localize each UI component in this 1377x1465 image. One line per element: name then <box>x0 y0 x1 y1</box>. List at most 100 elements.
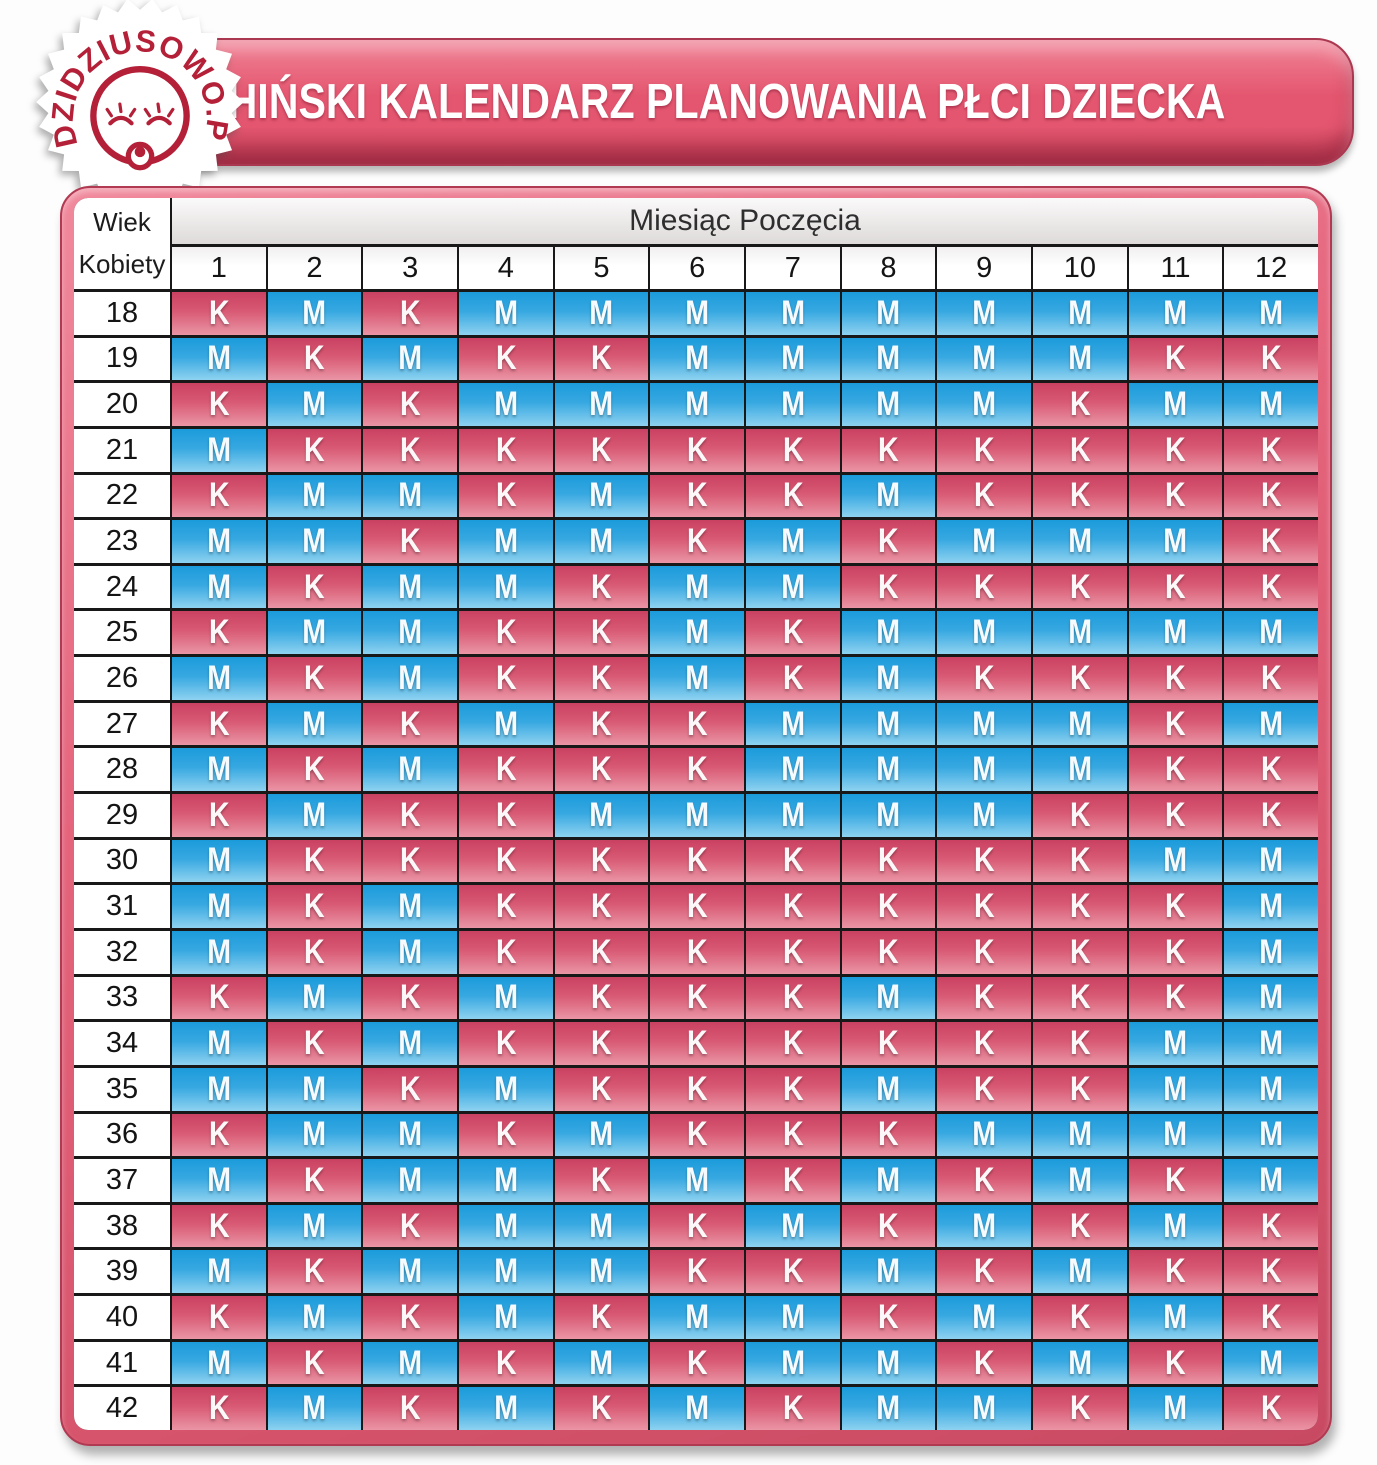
gender-letter: M <box>493 522 518 560</box>
gender-cell-boy-M: M <box>1032 1113 1127 1157</box>
gender-cell-boy-M: M <box>937 1113 1031 1157</box>
gender-cell-boy-M: M <box>1032 520 1127 563</box>
gender-cell-girl-K: K <box>458 748 553 792</box>
age-row-header: 35 <box>74 1067 170 1111</box>
gender-letter: K <box>591 1069 612 1108</box>
gender-letter: M <box>302 385 327 424</box>
gender-letter: M <box>1259 613 1284 652</box>
gender-letter: K <box>686 476 708 515</box>
gender-cell-girl-K: K <box>1128 474 1223 518</box>
gender-cell-boy-M: M <box>458 1296 553 1339</box>
gender-cell-girl-K: K <box>363 976 457 1020</box>
month-column-header: 10 <box>1032 247 1127 289</box>
gender-cell-girl-K: K <box>841 885 936 928</box>
gender-letter: M <box>685 1297 710 1336</box>
gender-cell-girl-K: K <box>267 1159 362 1202</box>
gender-letter: K <box>208 1115 230 1154</box>
gender-cell-girl-K: K <box>841 1113 936 1157</box>
gender-cell-boy-M: M <box>937 383 1031 426</box>
gender-letter: K <box>591 430 612 469</box>
gender-letter: M <box>493 1206 518 1245</box>
gender-cell-boy-M: M <box>937 337 1031 381</box>
gender-letter: M <box>1259 1069 1284 1108</box>
gender-cell-boy-M: M <box>1224 839 1318 883</box>
gender-letter: K <box>495 887 517 926</box>
gender-letter: K <box>1069 1024 1091 1063</box>
gender-letter: M <box>493 1297 518 1336</box>
gender-cell-boy-M: M <box>363 930 457 974</box>
gender-letter: K <box>1260 1252 1282 1291</box>
gender-cell-girl-K: K <box>1224 1296 1318 1339</box>
gender-letter: M <box>302 1069 327 1108</box>
gender-letter: K <box>591 1389 612 1428</box>
age-row-header: 23 <box>74 520 170 563</box>
gender-cell-girl-K: K <box>650 474 744 518</box>
gender-cell-boy-M: M <box>172 930 266 974</box>
gender-letter: K <box>686 978 708 1017</box>
gender-letter: M <box>876 1389 901 1428</box>
gender-letter: K <box>399 385 421 424</box>
gender-letter: K <box>399 1069 421 1108</box>
gender-letter: M <box>1259 1024 1284 1063</box>
gender-cell-boy-M: M <box>267 383 362 426</box>
gender-letter: M <box>685 613 710 652</box>
gender-letter: M <box>876 613 901 652</box>
gender-letter: M <box>398 887 423 926</box>
gender-letter: K <box>591 1297 612 1336</box>
gender-letter: M <box>685 658 710 697</box>
gender-letter: K <box>973 978 995 1017</box>
gender-cell-boy-M: M <box>1032 1159 1127 1202</box>
gender-letter: M <box>589 522 614 560</box>
gender-letter: M <box>302 522 327 560</box>
gender-cell-girl-K: K <box>1032 885 1127 928</box>
gender-letter: K <box>591 658 612 697</box>
gender-cell-boy-M: M <box>1128 1296 1223 1339</box>
conception-month-header: Miesiąc Poczęcia <box>172 198 1318 244</box>
gender-letter: M <box>398 1160 423 1199</box>
gender-letter: M <box>972 1297 997 1336</box>
age-row-header: 29 <box>74 794 170 837</box>
gender-cell-girl-K: K <box>1128 428 1223 472</box>
gender-cell-girl-K: K <box>1128 1159 1223 1202</box>
gender-cell-girl-K: K <box>458 885 553 928</box>
gender-cell-girl-K: K <box>363 839 457 883</box>
gender-cell-girl-K: K <box>937 565 1031 609</box>
age-header-line2: Kobiety <box>78 248 166 279</box>
gender-cell-boy-M: M <box>172 428 266 472</box>
gender-cell-girl-K: K <box>1224 1250 1318 1294</box>
gender-letter: M <box>398 932 423 971</box>
gender-letter: M <box>1259 978 1284 1017</box>
gender-letter: K <box>1069 795 1091 834</box>
gender-cell-girl-K: K <box>172 1204 266 1248</box>
gender-letter: K <box>495 1115 517 1154</box>
gender-letter: K <box>973 430 995 469</box>
gender-cell-boy-M: M <box>172 748 266 792</box>
gender-letter: K <box>782 1069 804 1108</box>
gender-cell-boy-M: M <box>650 1296 744 1339</box>
gender-cell-boy-M: M <box>1224 885 1318 928</box>
gender-letter: K <box>686 841 708 880</box>
age-row-header: 39 <box>74 1250 170 1294</box>
gender-cell-boy-M: M <box>841 702 936 746</box>
gender-letter: M <box>206 1343 231 1382</box>
gender-letter: K <box>1260 1389 1282 1428</box>
gender-letter: K <box>686 887 708 926</box>
gender-letter: M <box>1067 1160 1092 1199</box>
gender-cell-girl-K: K <box>1128 702 1223 746</box>
gender-cell-boy-M: M <box>172 1159 266 1202</box>
gender-cell-girl-K: K <box>554 976 649 1020</box>
gender-cell-boy-M: M <box>1128 1204 1223 1248</box>
gender-letter: M <box>302 476 327 515</box>
month-column-header: 9 <box>937 247 1031 289</box>
gender-letter: M <box>1067 522 1092 560</box>
gender-letter: M <box>398 1252 423 1291</box>
gender-cell-girl-K: K <box>1128 976 1223 1020</box>
gender-cell-boy-M: M <box>937 748 1031 792</box>
gender-letter: M <box>1259 385 1284 424</box>
gender-letter: M <box>206 1160 231 1199</box>
gender-letter: K <box>1260 1206 1282 1245</box>
gender-letter: K <box>973 658 995 697</box>
gender-letter: M <box>589 1115 614 1154</box>
gender-letter: K <box>782 1252 804 1291</box>
gender-cell-girl-K: K <box>650 1250 744 1294</box>
